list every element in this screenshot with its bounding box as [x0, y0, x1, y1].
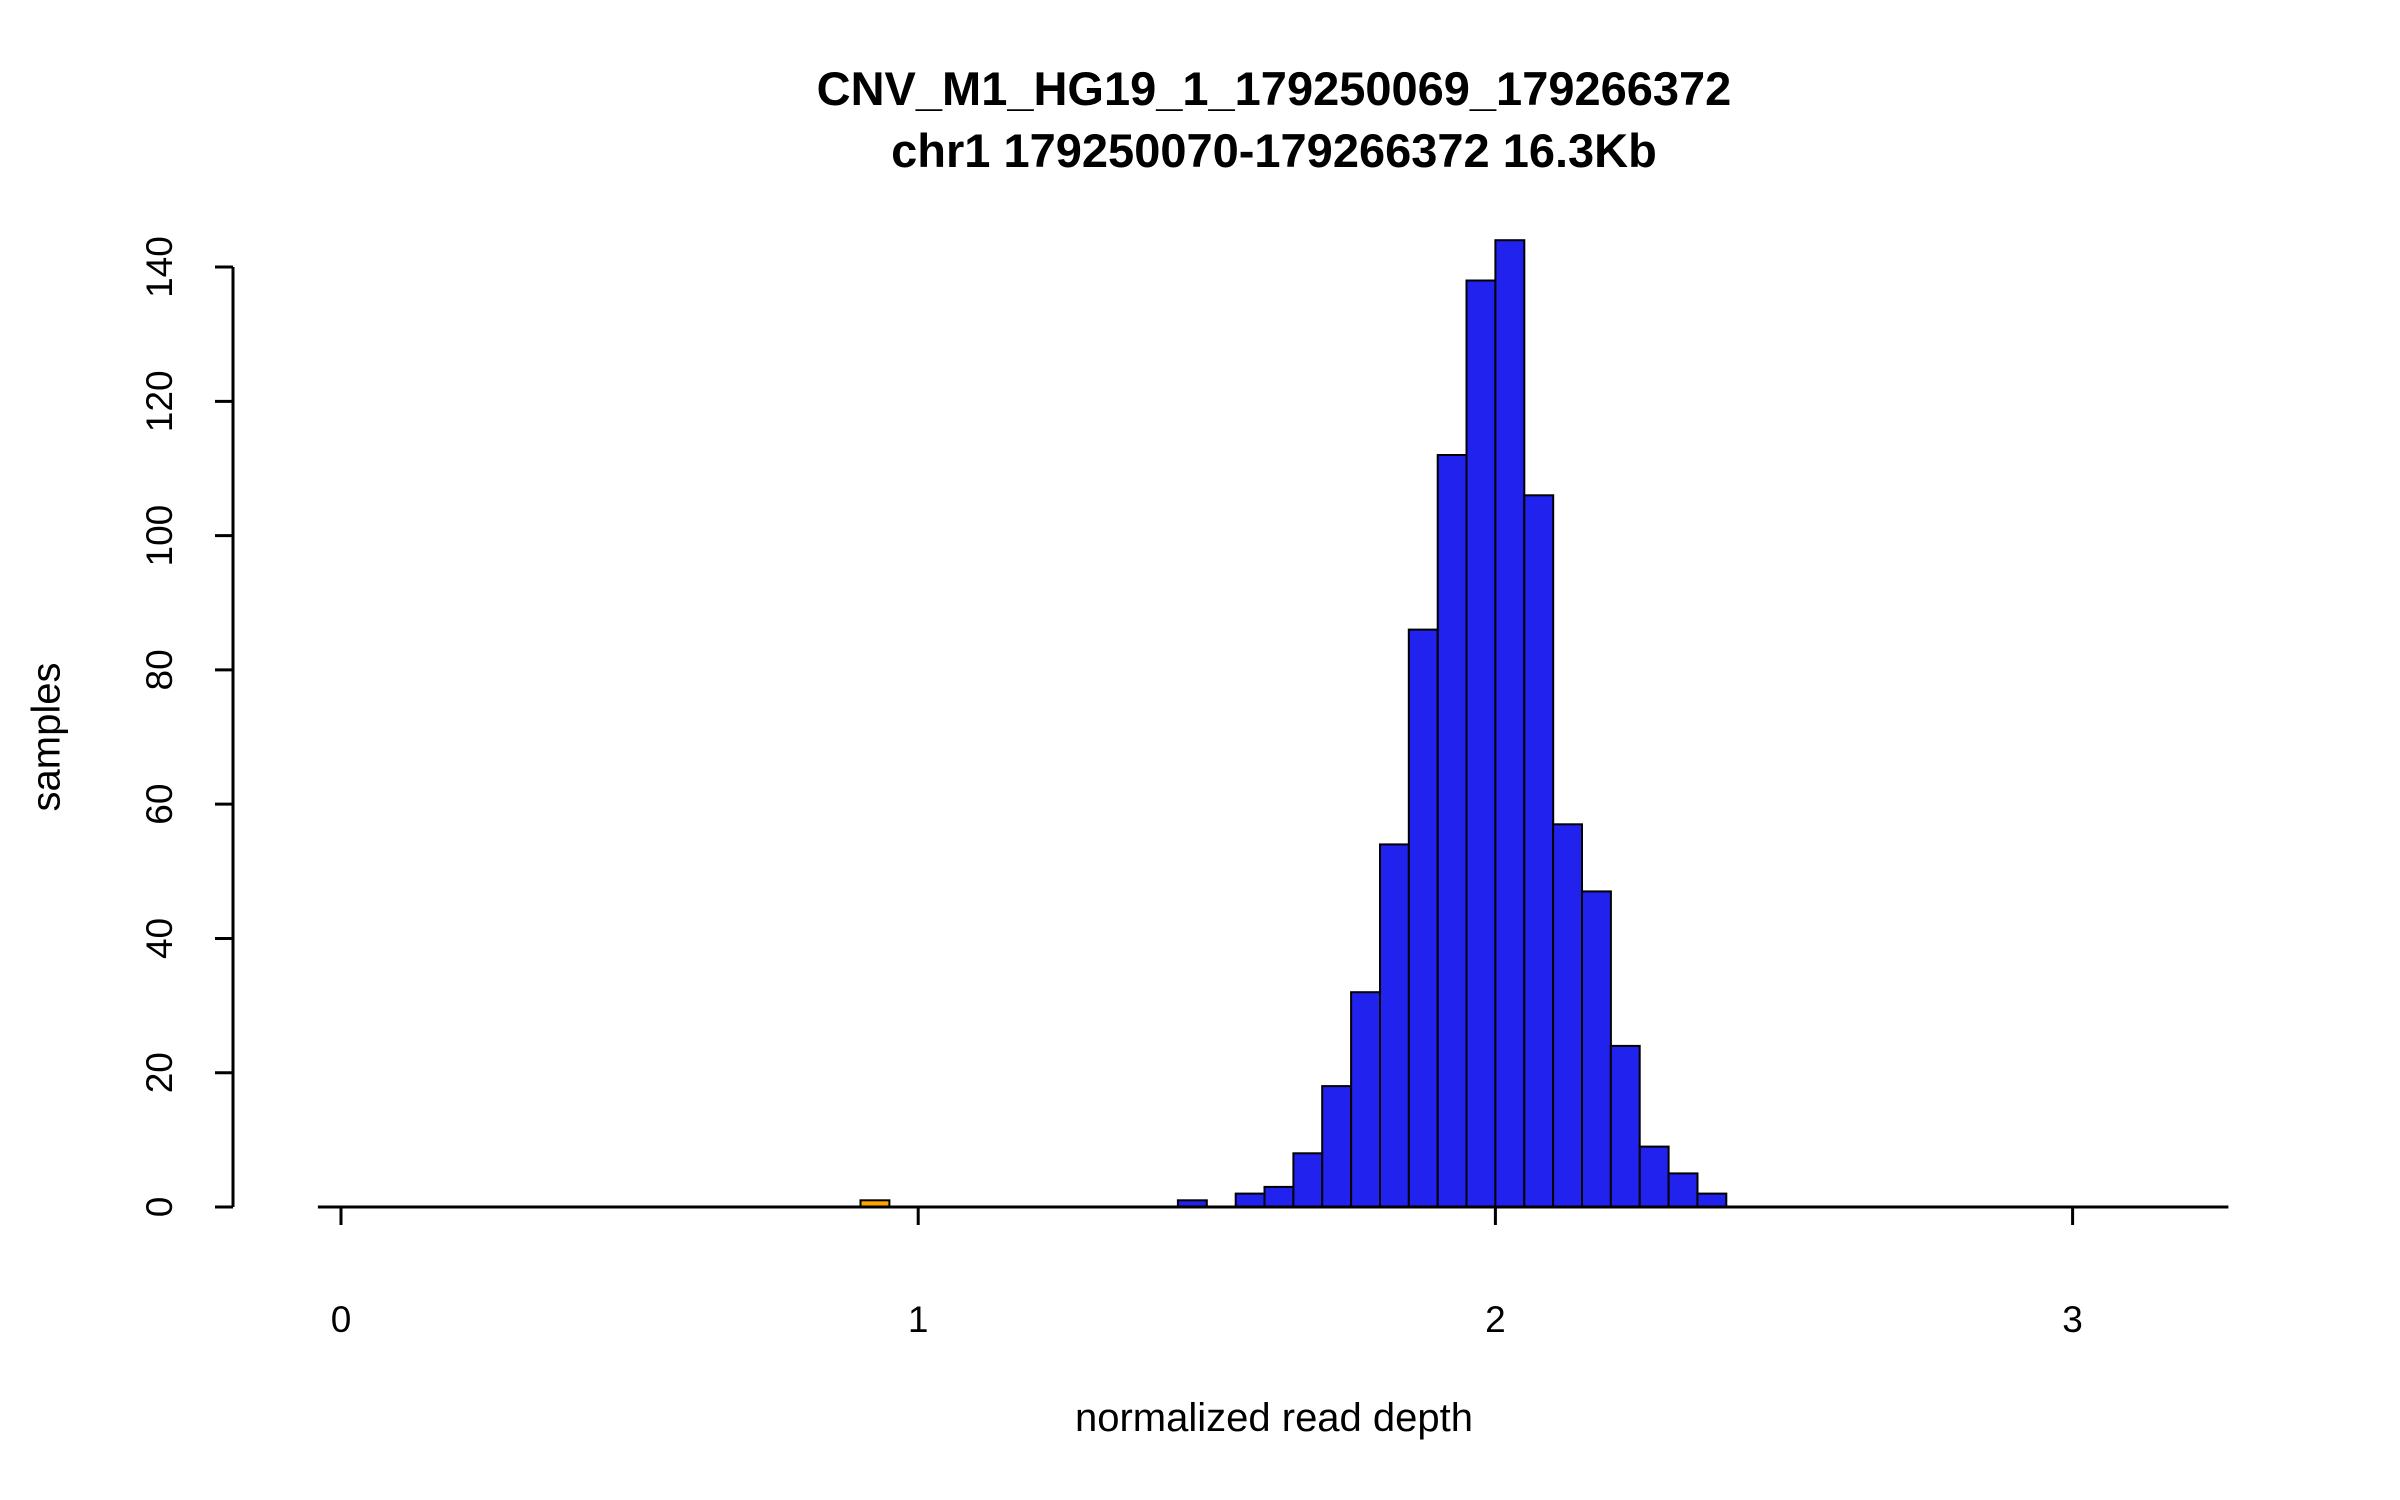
y-axis-label: samples [24, 662, 69, 812]
histogram-bar [1552, 823, 1583, 1208]
y-axis-tick-label: 80 [139, 649, 180, 690]
histogram-bar [1667, 1172, 1699, 1209]
histogram-bar [1292, 1152, 1324, 1209]
y-axis-tick-label: 140 [139, 236, 180, 298]
histogram-bar [1638, 1145, 1670, 1208]
x-axis-label: normalized read depth [1074, 1396, 1474, 1440]
histogram-bar [1407, 628, 1439, 1208]
histogram-bar [1696, 1192, 1728, 1208]
y-axis-tick-label: 100 [139, 505, 180, 567]
x-axis-tick-label: 3 [2062, 1299, 2083, 1340]
histogram-bar [1581, 890, 1612, 1209]
x-axis-tick-label: 1 [908, 1299, 929, 1340]
y-axis-tick-label: 40 [139, 918, 180, 959]
histogram-bar [1523, 494, 1555, 1208]
y-axis-tick-label: 20 [139, 1052, 180, 1093]
y-axis-tick-label: 0 [139, 1197, 180, 1218]
x-axis-tick-label: 2 [1485, 1299, 1506, 1340]
histogram-bar [1234, 1192, 1266, 1208]
histogram-bar [1494, 239, 1526, 1208]
chart-title: CNV_M1_HG19_1_179250069_179266372 [816, 62, 1732, 115]
histogram-bar [1436, 454, 1468, 1208]
histogram-bar [1350, 991, 1381, 1209]
histogram-bar [1379, 843, 1410, 1209]
histogram-bar [1263, 1185, 1295, 1209]
x-axis-tick-label: 0 [331, 1299, 352, 1340]
y-axis-tick-label: 60 [139, 784, 180, 825]
y-axis-tick-label: 120 [139, 370, 180, 432]
chart-title-block: CNV_M1_HG19_1_179250069_179266372 chr1 1… [318, 58, 2230, 182]
histogram-bar [1321, 1085, 1353, 1208]
histogram-bar [1609, 1044, 1641, 1209]
histogram-bar [1465, 279, 1497, 1208]
chart-subtitle: chr1 179250070-179266372 16.3Kb [891, 124, 1657, 177]
